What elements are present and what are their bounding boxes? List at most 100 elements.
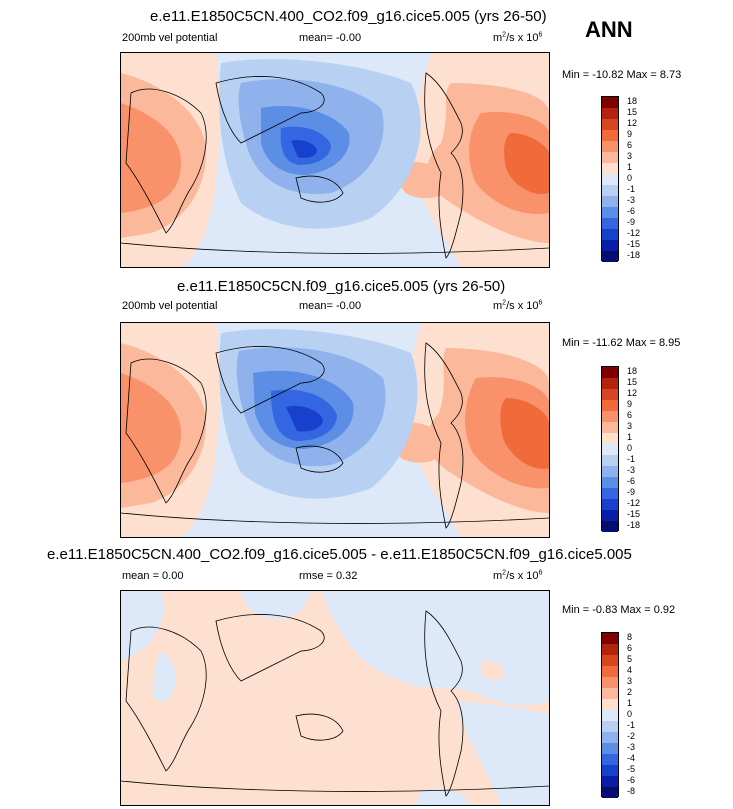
colorbar-tick-label: -6 — [627, 206, 636, 216]
colorbar-swatch — [602, 499, 618, 510]
colorbar-tick-label: 1 — [627, 162, 633, 172]
colorbar-swatch — [602, 119, 618, 130]
colorbar-tick-label: -1 — [627, 454, 636, 464]
colorbar-tick-label: -18 — [627, 250, 641, 260]
colorbar-tick-label: 6 — [627, 643, 633, 653]
colorbar-tick-label: 9 — [627, 399, 633, 409]
colorbar-swatch — [602, 130, 618, 141]
panel-1-left-text: 200mb vel potential — [122, 32, 218, 44]
colorbar-tick-label: 6 — [627, 410, 633, 420]
colorbar-swatch — [602, 97, 618, 108]
panel-3-rmse-text: rmse = 0.32 — [299, 570, 358, 582]
colorbar-swatch — [602, 400, 618, 411]
panel-1-coastlines — [121, 72, 549, 259]
colorbar-swatch — [602, 108, 618, 119]
panel-1-units: m2/s x 106 — [493, 31, 543, 44]
panel-3-mean-text: mean = 0.00 — [122, 570, 184, 582]
panel-3-colorbar: 8 6 5 4 3 2 1 0 -1 -2 -3 -4 -5 -6 -8 — [601, 632, 635, 798]
colorbar-tick-label: -12 — [627, 498, 641, 508]
panel-3-title: e.e11.E1850C5CN.400_CO2.f09_g16.cice5.00… — [47, 546, 632, 563]
colorbar-tick-label: -3 — [627, 742, 636, 752]
colorbar-swatch — [602, 754, 618, 765]
colorbar-tick-label: -3 — [627, 465, 636, 475]
colorbar-swatch — [602, 699, 618, 710]
panel-3-map — [120, 590, 550, 806]
colorbar-swatch — [602, 466, 618, 477]
panel-2-contour-field — [121, 323, 549, 537]
colorbar-tick-label: -1 — [627, 184, 636, 194]
colorbar-tick-label: 3 — [627, 676, 633, 686]
colorbar-swatch — [602, 185, 618, 196]
colorbar-swatch — [602, 633, 618, 644]
colorbar-swatch — [602, 488, 618, 499]
colorbar-tick-label: -2 — [627, 731, 636, 741]
panel-2-colorbar: 18 15 12 9 6 3 1 0 -1 -3 -6 -9 -12 -15 -18 — [601, 366, 640, 532]
colorbar-swatch — [602, 710, 618, 721]
colorbar-tick-label: 15 — [627, 107, 638, 117]
colorbar-tick-label: -3 — [627, 195, 636, 205]
panel-3-minmax: Min = -0.83 Max = 0.92 — [562, 604, 676, 616]
panel-2-title: e.e11.E1850C5CN.f09_g16.cice5.005 (yrs 2… — [177, 278, 506, 295]
colorbar-tick-label: -15 — [627, 239, 641, 249]
colorbar-swatch — [602, 688, 618, 699]
colorbar-tick-label: 18 — [627, 366, 638, 376]
panel-2-coastlines — [121, 342, 549, 529]
colorbar-swatch — [602, 240, 618, 251]
colorbar-tick-label: -15 — [627, 509, 641, 519]
panel-1-colorbar: 18 15 12 9 6 3 1 0 -1 -3 -6 -9 -12 -15 -18 — [601, 96, 640, 262]
colorbar-swatch — [602, 251, 618, 262]
colorbar-swatch — [602, 229, 618, 240]
colorbar-tick-label: 8 — [627, 632, 633, 642]
colorbar-swatch — [602, 152, 618, 163]
colorbar-swatch — [602, 477, 618, 488]
panel-1-contour-field — [121, 53, 549, 267]
colorbar-tick-label: 5 — [627, 654, 633, 664]
colorbar-tick-label: 18 — [627, 96, 638, 106]
colorbar-swatch — [602, 444, 618, 455]
colorbar-swatch — [602, 521, 618, 532]
panel-2-mean-text: mean= -0.00 — [299, 300, 362, 312]
panel-3-units: m2/s x 106 — [493, 569, 543, 582]
colorbar-swatch — [602, 721, 618, 732]
colorbar-tick-label: 2 — [627, 687, 633, 697]
colorbar-tick-label: 0 — [627, 173, 633, 183]
panel-1-mean-text: mean= -0.00 — [299, 32, 362, 44]
colorbar-swatch — [602, 411, 618, 422]
colorbar-tick-label: 9 — [627, 129, 633, 139]
panel-1-minmax: Min = -10.82 Max = 8.73 — [562, 69, 682, 81]
colorbar-tick-label: 12 — [627, 118, 638, 128]
colorbar-swatch — [602, 455, 618, 466]
colorbar-swatch — [602, 644, 618, 655]
panel-2-units: m2/s x 106 — [493, 299, 543, 312]
colorbar-swatch — [602, 510, 618, 521]
colorbar-swatch — [602, 655, 618, 666]
colorbar-swatch — [602, 378, 618, 389]
colorbar-swatch — [602, 207, 618, 218]
panel-3-coastlines — [121, 610, 549, 797]
colorbar-tick-label: 0 — [627, 709, 633, 719]
colorbar-swatch — [602, 141, 618, 152]
colorbar-tick-label: -12 — [627, 228, 641, 238]
panel-2-map — [120, 322, 550, 538]
colorbar-swatch — [602, 433, 618, 444]
colorbar-swatch — [602, 743, 618, 754]
colorbar-swatch — [602, 367, 618, 378]
colorbar-swatch — [602, 787, 618, 798]
colorbar-tick-label: -9 — [627, 217, 636, 227]
colorbar-tick-label: -8 — [627, 786, 636, 796]
colorbar-tick-label: 1 — [627, 432, 633, 442]
colorbar-tick-label: 3 — [627, 151, 633, 161]
colorbar-swatch — [602, 218, 618, 229]
colorbar-tick-label: 0 — [627, 443, 633, 453]
panel-3-contour-field — [121, 591, 549, 805]
colorbar-tick-label: 4 — [627, 665, 633, 675]
colorbar-swatch — [602, 666, 618, 677]
colorbar-tick-label: 3 — [627, 421, 633, 431]
colorbar-swatch — [602, 389, 618, 400]
colorbar-tick-label: -9 — [627, 487, 636, 497]
panel-1-title: e.e11.E1850C5CN.400_CO2.f09_g16.cice5.00… — [150, 8, 547, 25]
panel-2-left-text: 200mb vel potential — [122, 300, 218, 312]
colorbar-tick-label: 12 — [627, 388, 638, 398]
colorbar-swatch — [602, 677, 618, 688]
colorbar-tick-label: -1 — [627, 720, 636, 730]
